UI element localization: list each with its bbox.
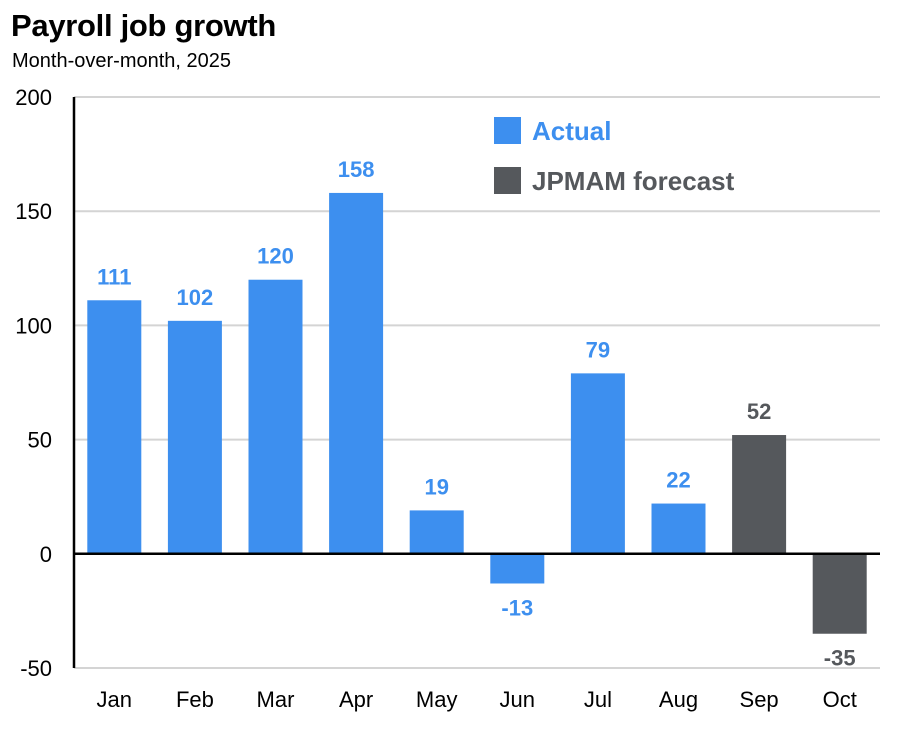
data-label: 102: [177, 285, 214, 310]
data-label: -13: [501, 595, 533, 620]
x-tick-label: Mar: [257, 687, 295, 712]
chart-subtitle: Month-over-month, 2025: [12, 50, 232, 72]
legend-label-actual: Actual: [532, 116, 611, 146]
x-tick-label: Aug: [659, 687, 698, 712]
y-tick-label: 200: [15, 85, 52, 110]
legend-label-forecast: JPMAM forecast: [532, 166, 735, 196]
data-label: 79: [586, 337, 610, 362]
chart-title: Payroll job growth: [11, 8, 277, 43]
x-tick-label: Jan: [97, 687, 132, 712]
data-label: 158: [338, 157, 375, 182]
data-label: 111: [97, 264, 131, 289]
x-tick-label: Apr: [339, 687, 373, 712]
x-tick-label: Jun: [500, 687, 535, 712]
bar-feb: [167, 320, 222, 554]
data-label: 120: [257, 244, 294, 269]
bar-sep: [732, 435, 787, 554]
bar-jan: [87, 300, 142, 554]
bar-may: [409, 510, 464, 554]
y-tick-label: 50: [28, 428, 52, 453]
y-tick-label: -50: [20, 656, 52, 681]
x-tick-label: Feb: [176, 687, 214, 712]
data-label: 52: [747, 399, 771, 424]
bar-apr: [329, 192, 384, 554]
y-tick-label: 0: [40, 542, 52, 567]
bar-jul: [570, 373, 625, 554]
legend-swatch-actual: [494, 117, 521, 144]
x-tick-label: Sep: [740, 687, 779, 712]
data-label: -35: [824, 646, 856, 671]
data-label: 22: [666, 468, 690, 493]
bar-mar: [248, 279, 303, 554]
y-tick-label: 150: [15, 199, 52, 224]
y-tick-label: 100: [15, 313, 52, 338]
bar-oct: [812, 553, 867, 634]
bar-jun: [490, 553, 545, 584]
x-tick-label: Jul: [584, 687, 612, 712]
x-tick-label: May: [416, 687, 458, 712]
bar-aug: [651, 503, 706, 554]
x-tick-label: Oct: [823, 687, 857, 712]
data-label: 19: [424, 474, 448, 499]
legend-swatch-forecast: [494, 167, 521, 194]
